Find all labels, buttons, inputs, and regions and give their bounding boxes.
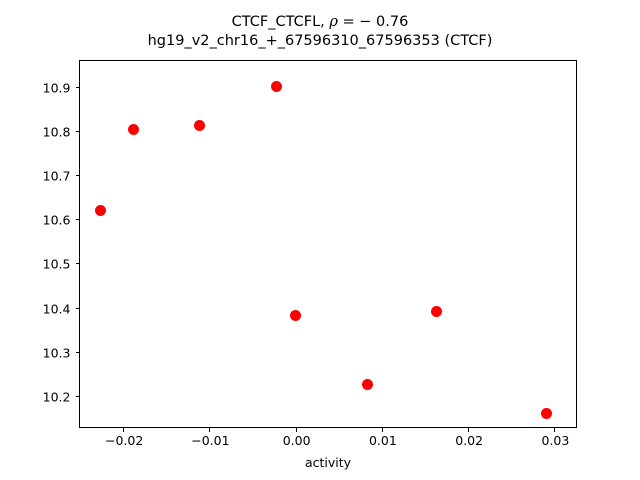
x-axis-tick: −0.01 [191,427,230,448]
y-axis-tick-label: 10.8 [42,124,71,140]
scatter-point [127,124,139,136]
plot-area [80,61,576,427]
chart-title: CTCF_CTCFL, ρ = − 0.76 hg19_v2_chr16_+_6… [0,13,640,51]
x-axis-tick: 0.01 [369,427,397,448]
scatter-point [290,310,302,322]
rho-symbol: ρ [329,14,338,30]
x-axis-tick: −0.02 [105,427,143,448]
x-axis-tick-label: 0.02 [455,433,484,448]
scatter-point [361,378,373,390]
y-axis-tick: 10.4 [43,301,80,316]
y-axis-tick-label: 10.2 [42,389,71,405]
y-axis-tick: 10.8 [43,124,80,139]
x-axis-tick: 0.02 [455,427,483,448]
scatter-point [430,305,442,317]
y-axis-tick: 10.2 [43,390,80,405]
y-axis-tick-label: 10.3 [42,345,71,361]
y-axis-tick-label: 10.5 [42,256,71,272]
x-axis-tick-label: −0.01 [191,433,230,448]
y-axis-tick: 10.7 [43,169,80,184]
y-axis-tick-label: 10.6 [42,212,71,228]
y-axis-tick-label: 10.9 [42,80,71,96]
y-axis-tick: 10.5 [43,257,80,272]
y-axis-tick: 10.3 [43,345,80,360]
x-axis-tick-label: −0.02 [104,433,144,448]
y-axis-tick: 10.6 [43,213,80,228]
x-axis-tick-label: 0.00 [282,433,311,448]
x-axis-tick-label: 0.03 [541,433,570,448]
y-axis-tick: 10.9 [43,80,80,95]
x-axis-tick: 0.00 [283,427,311,448]
x-axis-tick-label: 0.01 [368,433,397,448]
scatter-point [541,408,553,420]
scatter-point [95,204,107,216]
x-axis-label: activity [304,455,352,470]
scatter-point [194,120,206,132]
x-axis-tick: 0.03 [542,427,569,448]
plot-axes-frame: 10.2 10.3 10.4 10.5 10.6 10.7 10.8 10.9 −0.02 −0.… [43,60,577,448]
y-axis-tick-label: 10.7 [42,168,71,184]
scatter-point [271,81,283,93]
chart-title-line-1: CTCF_CTCFL, ρ = − 0.76 [231,14,409,30]
chart-title-line-2: hg19_v2_chr16_+_67596310_67596353 (CTCF) [147,33,493,49]
y-axis-tick-label: 10.4 [42,301,71,317]
